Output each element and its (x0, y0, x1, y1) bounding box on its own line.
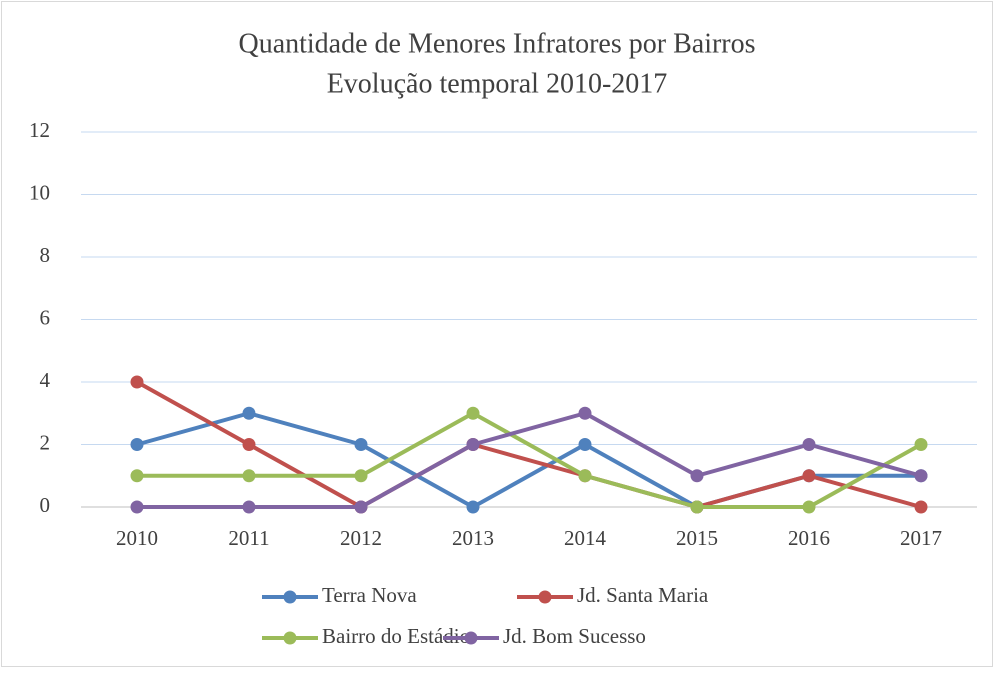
legend-marker (283, 631, 297, 645)
x-tick-label: 2014 (564, 526, 607, 550)
point (130, 500, 144, 514)
point (802, 500, 816, 514)
x-tick-label: 2016 (788, 526, 830, 550)
legend-label: Jd. Bom Sucesso (503, 624, 646, 648)
series-line (137, 411, 922, 509)
point (914, 469, 928, 483)
point (354, 469, 368, 483)
point (242, 438, 256, 451)
point (802, 438, 816, 451)
legend-marker (283, 590, 297, 604)
y-tick-label: 6 (40, 305, 51, 329)
y-tick-label: 10 (29, 180, 50, 204)
x-tick-label: 2015 (676, 526, 718, 550)
y-tick-label: 8 (40, 243, 51, 267)
point (578, 406, 592, 420)
x-tick-label: 2013 (452, 526, 494, 550)
chart-title: Quantidade de Menores Infratores por Bai… (238, 28, 755, 59)
x-tick-label: 2011 (228, 526, 269, 550)
y-tick-label: 0 (40, 493, 51, 517)
point (242, 406, 256, 420)
point (802, 469, 816, 483)
point (466, 406, 480, 420)
x-tick-label: 2012 (340, 526, 382, 550)
point (242, 500, 256, 514)
series-line (137, 411, 922, 509)
point (354, 500, 368, 514)
y-tick-label: 12 (29, 118, 50, 142)
point (130, 469, 144, 483)
legend-label: Jd. Santa Maria (577, 583, 709, 607)
y-tick-label: 4 (40, 368, 51, 392)
point (130, 375, 144, 389)
point (578, 438, 592, 451)
legend-label: Terra Nova (322, 583, 417, 607)
point (354, 438, 368, 451)
legend-marker (464, 631, 478, 645)
x-tick-label: 2017 (900, 526, 942, 550)
legend-label: Bairro do Estádio (322, 624, 470, 648)
point (914, 438, 928, 451)
legend-marker (538, 590, 552, 604)
point (466, 500, 480, 514)
point (242, 469, 256, 483)
series-line (136, 380, 922, 509)
y-tick-label: 2 (40, 430, 51, 454)
point (578, 469, 592, 483)
x-tick-label: 2010 (116, 526, 158, 550)
point (466, 438, 480, 451)
chart-subtitle: Evolução temporal 2010-2017 (327, 68, 668, 99)
point (914, 500, 928, 514)
point (690, 500, 704, 514)
point (130, 438, 144, 451)
point (690, 469, 704, 483)
